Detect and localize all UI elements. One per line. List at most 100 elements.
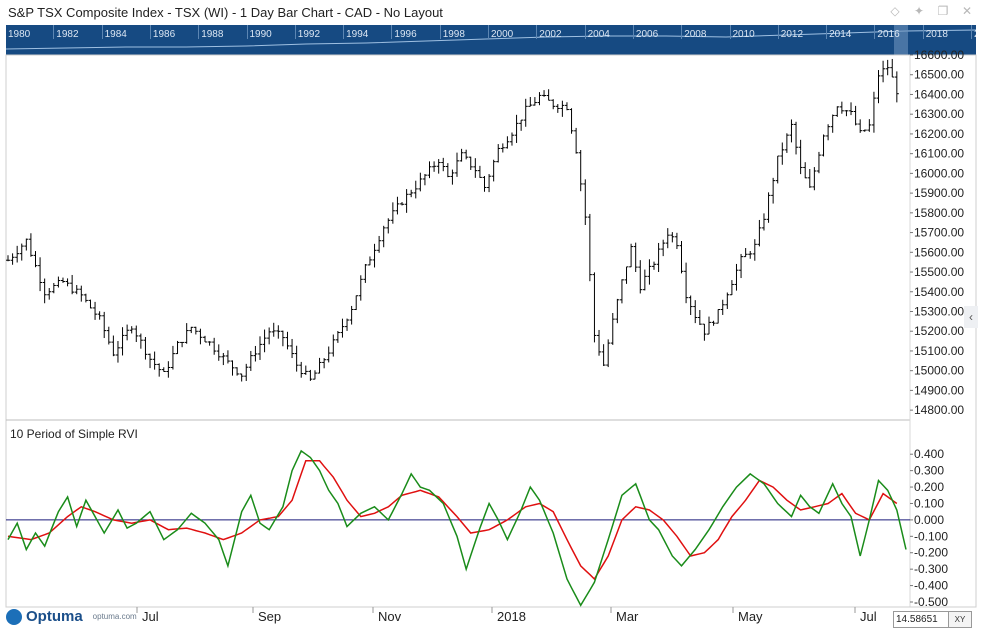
- price-axis-label: 16200.00: [914, 127, 964, 141]
- ohlc-bar: [803, 162, 808, 179]
- navigator-overview-line: [6, 25, 976, 55]
- ohlc-bar: [761, 213, 766, 231]
- ohlc-bar: [789, 119, 794, 143]
- collapse-panel-arrow-icon[interactable]: ‹: [964, 306, 978, 328]
- pin-icon[interactable]: ✦: [913, 4, 925, 18]
- ohlc-bar: [308, 369, 313, 381]
- ohlc-bar: [335, 330, 340, 343]
- ohlc-bar: [542, 90, 547, 97]
- ohlc-bar: [253, 345, 258, 362]
- ohlc-bar: [752, 239, 757, 261]
- ohlc-bar: [285, 331, 290, 350]
- ohlc-bar: [816, 151, 821, 174]
- price-axis-label: 15300.00: [914, 304, 964, 318]
- ohlc-bar: [60, 277, 65, 283]
- ohlc-bar: [684, 262, 689, 304]
- ohlc-bar: [629, 243, 634, 268]
- navigator-year-label: 1988: [201, 29, 224, 40]
- ohlc-bar: [106, 326, 111, 345]
- ohlc-bar: [583, 179, 588, 226]
- price-axis-label: 15200.00: [914, 324, 964, 338]
- close-icon[interactable]: ✕: [961, 4, 973, 18]
- ohlc-bar: [610, 312, 615, 345]
- ohlc-bar: [523, 98, 528, 127]
- ohlc-bar: [569, 108, 574, 134]
- ohlc-bar: [354, 295, 359, 311]
- ohlc-bar: [674, 232, 679, 250]
- ohlc-bar: [248, 350, 253, 371]
- ohlc-bar: [367, 256, 372, 266]
- navigator-year-label: 2000: [491, 29, 514, 40]
- price-axis-label: 16600.00: [914, 48, 964, 62]
- ohlc-bar: [404, 189, 409, 213]
- ohlc-bar: [670, 232, 675, 243]
- navigator-range-handle: [894, 25, 908, 55]
- ohlc-bar: [688, 295, 693, 315]
- chart-title: S&P TSX Composite Index - TSX (WI) - 1 D…: [8, 5, 443, 20]
- ohlc-bar: [844, 110, 849, 117]
- ohlc-bar: [780, 142, 785, 165]
- navigator-year-tick: [826, 25, 828, 39]
- ohlc-bar: [38, 257, 43, 292]
- ohlc-bar: [312, 370, 317, 380]
- navigator-year-label: 1982: [56, 29, 79, 40]
- navigator-year-tick: [101, 25, 103, 39]
- time-axis-label: Nov: [378, 609, 402, 624]
- ohlc-bar: [477, 165, 482, 178]
- navigator-year-tick: [149, 25, 151, 39]
- ohlc-bar: [340, 318, 345, 338]
- ohlc-bar: [235, 367, 240, 376]
- ohlc-bar: [166, 361, 171, 378]
- navigator-year-tick: [53, 25, 55, 39]
- rvi-line: [7, 449, 907, 607]
- ohlc-bar: [532, 97, 537, 106]
- ohlc-bar: [564, 102, 569, 111]
- ohlc-bar: [290, 338, 295, 359]
- ohlc-bar: [345, 318, 350, 331]
- ohlc-bar: [125, 324, 130, 341]
- ohlc-bar: [716, 309, 721, 324]
- rvi-axis-label: 0.400: [914, 447, 944, 461]
- diamond-icon[interactable]: ◇: [890, 4, 900, 18]
- ohlc-bar: [175, 340, 180, 355]
- price-axis-label: 15900.00: [914, 186, 964, 200]
- ohlc-bar: [134, 325, 139, 343]
- ohlc-bar: [890, 58, 895, 78]
- navigator-year-label: 2010: [732, 29, 755, 40]
- price-axis-label: 15500.00: [914, 265, 964, 279]
- ohlc-bar: [221, 352, 226, 366]
- ohlc-bar: [794, 121, 799, 155]
- ohlc-bar: [225, 350, 230, 364]
- brand-url: optuma.com: [92, 612, 137, 621]
- ohlc-bar: [849, 102, 854, 116]
- value-readout: 14.58651: [893, 611, 949, 628]
- price-axis-label: 14900.00: [914, 383, 964, 397]
- ohlc-bar: [83, 293, 88, 303]
- ohlc-bar: [70, 274, 75, 295]
- ohlc-bar: [115, 341, 120, 363]
- ohlc-bar: [193, 326, 198, 335]
- ohlc-bar: [322, 358, 327, 369]
- ohlc-bar: [203, 335, 208, 343]
- navigator-year-label: 1980: [8, 29, 31, 40]
- time-axis-label: May: [738, 609, 763, 624]
- ohlc-bar: [280, 330, 285, 347]
- xy-mode-button[interactable]: XY: [948, 611, 972, 628]
- ohlc-bar: [390, 202, 395, 224]
- ohlc-bar: [303, 365, 308, 375]
- navigator-year-label: 2004: [587, 29, 610, 40]
- restore-icon[interactable]: ❐: [937, 4, 949, 18]
- ohlc-bar: [24, 238, 29, 251]
- navigator-year-tick: [391, 25, 393, 39]
- ohlc-bar: [496, 144, 501, 163]
- ohlc-bar: [422, 173, 427, 186]
- ohlc-bar: [198, 328, 203, 345]
- ohlc-bar: [638, 260, 643, 294]
- brand-name: Optuma: [26, 608, 83, 625]
- navigator-year-label: 2018: [925, 29, 948, 40]
- ohlc-bar: [574, 127, 579, 154]
- price-bars: [6, 58, 899, 382]
- time-navigator[interactable]: 1980 1982 1984 1986 1988 1990 1992 1994 1996 1998…: [6, 25, 976, 55]
- ohlc-bar: [546, 89, 551, 101]
